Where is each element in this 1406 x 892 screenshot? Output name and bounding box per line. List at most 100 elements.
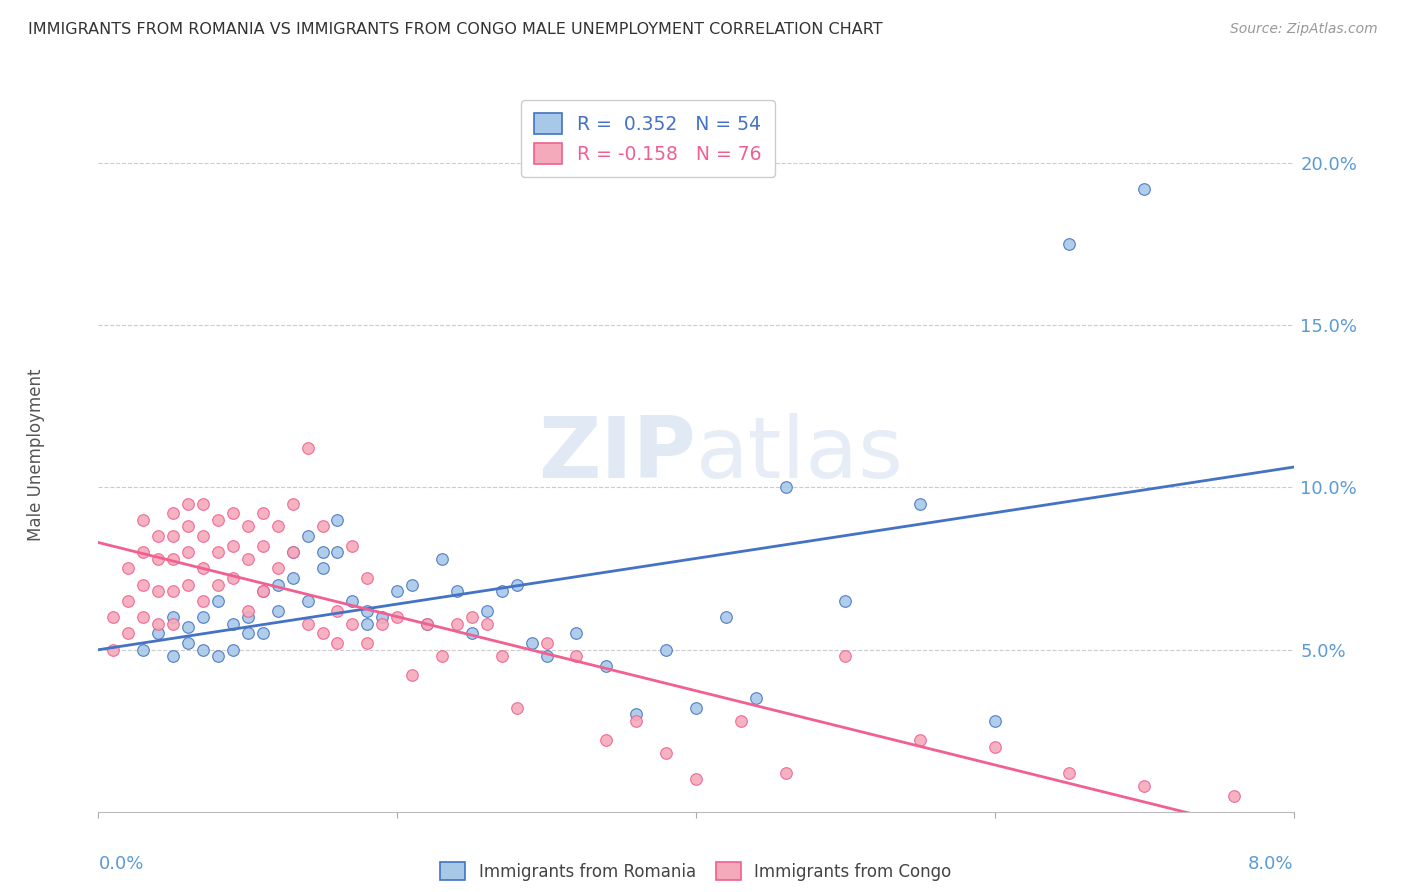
Point — [162, 616, 184, 631]
Point — [536, 636, 558, 650]
Point — [222, 571, 245, 585]
Point — [416, 616, 439, 631]
Point — [281, 571, 304, 585]
Point — [908, 733, 931, 747]
Point — [103, 610, 125, 624]
Point — [252, 506, 274, 520]
Text: atlas: atlas — [696, 413, 904, 497]
Point — [461, 626, 484, 640]
Point — [162, 506, 184, 520]
Point — [117, 594, 139, 608]
Point — [162, 610, 184, 624]
Point — [565, 626, 588, 640]
Point — [834, 648, 856, 663]
Point — [207, 545, 229, 559]
Point — [401, 577, 423, 591]
Point — [685, 772, 707, 787]
Point — [685, 701, 707, 715]
Point — [1133, 779, 1156, 793]
Point — [983, 714, 1005, 728]
Point — [983, 739, 1005, 754]
Point — [222, 642, 245, 657]
Point — [207, 513, 229, 527]
Point — [385, 610, 409, 624]
Point — [132, 642, 155, 657]
Point — [222, 539, 245, 553]
Point — [236, 610, 259, 624]
Point — [475, 604, 498, 618]
Point — [177, 577, 200, 591]
Point — [385, 584, 409, 599]
Point — [655, 747, 678, 761]
Point — [446, 584, 468, 599]
Point — [177, 519, 200, 533]
Point — [655, 642, 678, 657]
Point — [326, 545, 349, 559]
Point — [191, 642, 214, 657]
Point — [297, 529, 319, 543]
Point — [297, 594, 319, 608]
Point — [491, 648, 513, 663]
Point — [191, 594, 214, 608]
Point — [148, 626, 170, 640]
Point — [416, 616, 439, 631]
Point — [1059, 765, 1081, 780]
Point — [177, 620, 200, 634]
Point — [536, 648, 558, 663]
Point — [446, 616, 468, 631]
Point — [252, 584, 274, 599]
Point — [430, 551, 453, 566]
Point — [207, 577, 229, 591]
Point — [520, 636, 543, 650]
Point — [730, 714, 752, 728]
Point — [281, 545, 304, 559]
Point — [356, 571, 378, 585]
Text: Source: ZipAtlas.com: Source: ZipAtlas.com — [1230, 22, 1378, 37]
Point — [162, 529, 184, 543]
Point — [342, 594, 364, 608]
Text: ZIP: ZIP — [538, 413, 696, 497]
Point — [311, 545, 333, 559]
Point — [311, 561, 333, 575]
Point — [267, 561, 290, 575]
Text: Male Unemployment: Male Unemployment — [27, 368, 45, 541]
Point — [207, 594, 229, 608]
Point — [177, 545, 200, 559]
Point — [595, 733, 617, 747]
Point — [506, 701, 529, 715]
Point — [775, 765, 797, 780]
Point — [311, 626, 333, 640]
Point — [191, 529, 214, 543]
Point — [745, 691, 768, 706]
Point — [624, 707, 647, 722]
Point — [356, 636, 378, 650]
Point — [191, 561, 214, 575]
Point — [714, 610, 737, 624]
Point — [252, 539, 274, 553]
Point — [148, 529, 170, 543]
Point — [775, 480, 797, 494]
Point — [491, 584, 513, 599]
Point — [908, 497, 931, 511]
Point — [326, 636, 349, 650]
Point — [371, 610, 394, 624]
Point — [148, 616, 170, 631]
Point — [117, 561, 139, 575]
Point — [461, 610, 484, 624]
Point — [148, 551, 170, 566]
Point — [595, 658, 617, 673]
Point — [236, 551, 259, 566]
Point — [297, 442, 319, 456]
Point — [236, 626, 259, 640]
Point — [162, 551, 184, 566]
Point — [401, 668, 423, 682]
Point — [506, 577, 529, 591]
Point — [177, 636, 200, 650]
Point — [326, 513, 349, 527]
Point — [356, 616, 378, 631]
Point — [326, 604, 349, 618]
Point — [342, 539, 364, 553]
Point — [236, 519, 259, 533]
Point — [297, 616, 319, 631]
Point — [281, 545, 304, 559]
